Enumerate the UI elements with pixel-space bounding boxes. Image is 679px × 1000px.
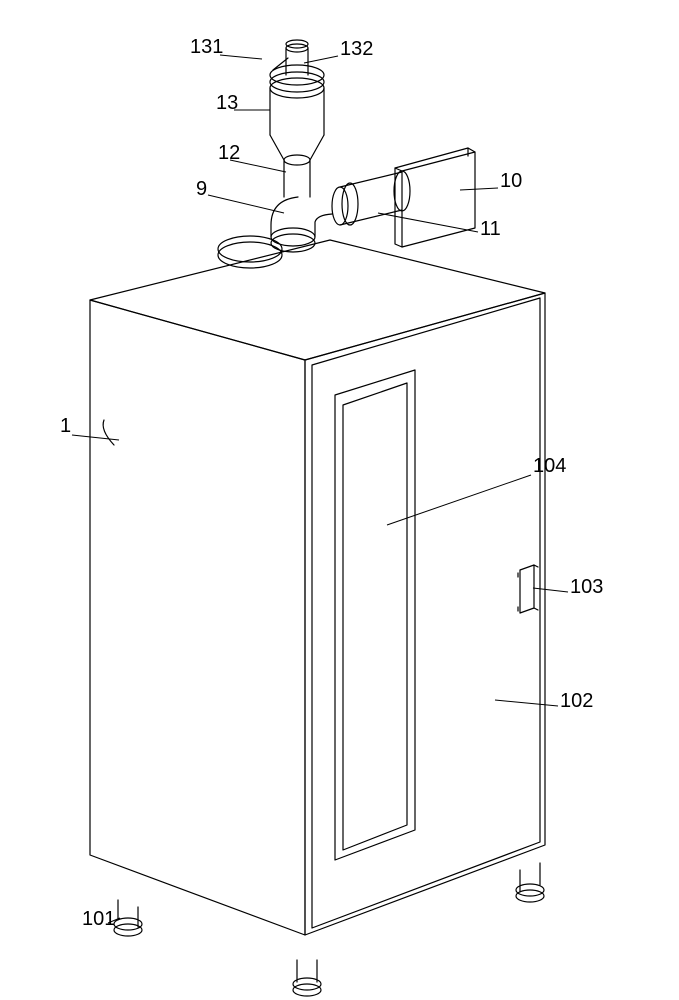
callout-1: 1 xyxy=(60,415,71,438)
cabinet-door xyxy=(305,293,545,935)
callout-104: 104 xyxy=(533,455,566,478)
callout-132: 132 xyxy=(340,38,373,61)
door-window-inner xyxy=(343,383,407,850)
callout-10: 10 xyxy=(500,170,522,193)
vertical-pipe xyxy=(284,155,310,197)
callout-103: 103 xyxy=(570,576,603,599)
callout-12: 12 xyxy=(218,142,240,165)
leader-lines xyxy=(72,55,568,923)
door-window-outer xyxy=(335,370,415,860)
hopper xyxy=(270,40,324,160)
cabinet-left xyxy=(90,300,305,935)
elbow-pipe xyxy=(271,171,410,252)
cabinet-top xyxy=(90,240,545,360)
callout-13: 13 xyxy=(216,92,238,115)
callout-9: 9 xyxy=(196,178,207,201)
cabinet-legs xyxy=(114,863,544,996)
diagram-svg xyxy=(0,0,679,1000)
side-box xyxy=(395,148,475,247)
diagram-canvas: 1 9 10 11 12 13 101 102 103 104 131 132 xyxy=(0,0,679,1000)
callout-11: 11 xyxy=(480,218,501,241)
callout-101: 101 xyxy=(82,908,115,931)
door-handle xyxy=(518,565,538,613)
callout-102: 102 xyxy=(560,690,593,713)
callout-131: 131 xyxy=(190,36,223,59)
surface-hint-left xyxy=(103,420,114,445)
door-frame xyxy=(312,298,540,928)
